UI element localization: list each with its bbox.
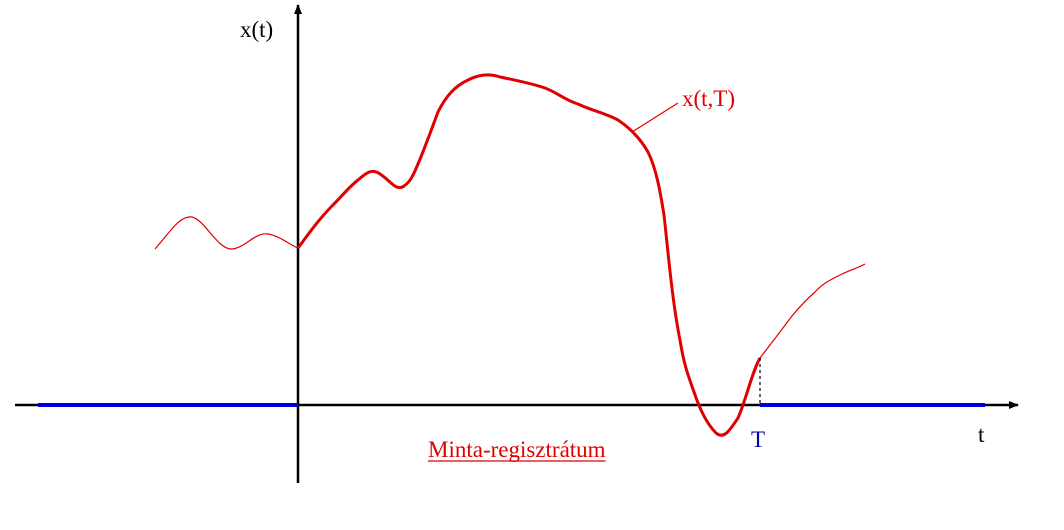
caption: Minta-regisztrátum: [428, 437, 606, 462]
x-axis-label: t: [978, 422, 985, 447]
y-axis-label: x(t): [240, 17, 273, 42]
signal-after: [759, 263, 866, 359]
period-label: T: [751, 427, 765, 452]
signal-record: [296, 73, 762, 437]
signal-before: [154, 216, 299, 250]
label-leader: [631, 102, 679, 133]
curve-label: x(t,T): [682, 86, 735, 111]
